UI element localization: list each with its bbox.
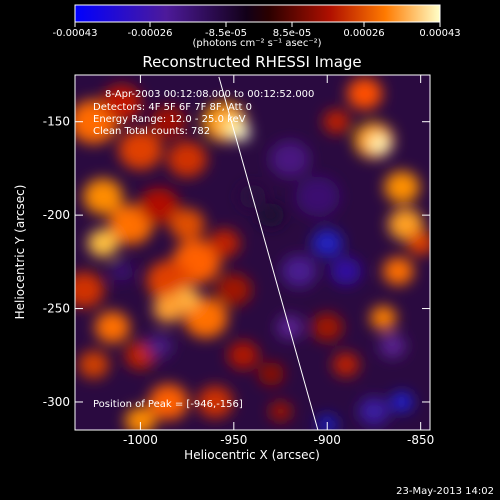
image-blob (75, 271, 105, 308)
colorbar-tick-label: -0.00043 (53, 28, 98, 39)
image-blob (370, 305, 397, 330)
image-blob (269, 401, 292, 422)
image-blob (323, 109, 350, 134)
x-axis-label: Heliocentric X (arcsec) (184, 448, 320, 462)
image-blob (145, 333, 173, 358)
colorbar-unit-label: (photons cm⁻² s⁻¹ asec⁻²) (192, 38, 321, 49)
image-blob (382, 257, 414, 286)
image-blob (101, 85, 142, 122)
x-tick-label: -1000 (123, 433, 158, 447)
colorbar-ticks: -0.00043 -0.00026 -8.5e-05 8.5e-05 0.00026 0.… (53, 22, 461, 39)
image-blob (390, 391, 413, 412)
image-blob (379, 333, 406, 358)
image-blob (124, 406, 156, 430)
chart-title: Reconstructed RHESSI Image (142, 53, 361, 71)
image-blob (311, 313, 343, 342)
image-blob (78, 350, 110, 379)
image-blob (148, 383, 189, 420)
colorbar-tick-label: 8.5e-05 (273, 28, 311, 39)
image-blob (150, 105, 187, 138)
image-blob (110, 261, 133, 282)
image-blob (311, 229, 343, 258)
image-blob (257, 361, 285, 386)
annotation-energy: Energy Range: 12.0 - 25.0 keV (93, 114, 246, 125)
image-blob (167, 141, 207, 178)
image-blob (276, 315, 304, 340)
image-blob (347, 77, 383, 110)
y-tick-label: -250 (43, 302, 70, 316)
x-tick-label: -900 (314, 433, 341, 447)
image-blob (197, 385, 233, 418)
image-blob (169, 208, 205, 241)
image-blob (139, 187, 179, 224)
image-blob (94, 311, 130, 344)
limb-line (218, 76, 319, 430)
colorbar-tick-label: 0.00043 (419, 28, 460, 39)
heatmap-image (75, 75, 430, 430)
colorbar (74, 4, 441, 23)
image-blob (153, 294, 184, 323)
annotation-time: 8-Apr-2003 00:12:08.000 to 00:12:52.000 (105, 89, 314, 100)
image-blob (407, 231, 430, 256)
colorbar-tick-label: -0.00026 (128, 28, 173, 39)
image-blob (330, 257, 362, 286)
image-blob (332, 352, 360, 377)
y-tick-label: -200 (43, 208, 70, 222)
y-tick-label: -150 (43, 115, 70, 129)
image-blob (270, 141, 310, 178)
colorbar-tick-label: -8.5e-05 (205, 28, 247, 39)
y-axis-label: Heliocentric Y (arcsec) (13, 185, 27, 320)
annotation-detectors: Detectors: 4F 5F 6F 7F 8F, Att 0 (93, 102, 252, 113)
colorbar-tick-label: 0.00026 (343, 28, 384, 39)
x-tick-label: -950 (220, 433, 247, 447)
axis-ticks: -1000 -950 -900 -850 -150 -200 -250 -300 (43, 75, 434, 447)
footer-timestamp: 23-May-2013 14:02 (396, 486, 494, 497)
image-blob (358, 397, 390, 426)
y-tick-label: -300 (43, 395, 70, 409)
annotation-peak: Position of Peak = [-946,-156] (93, 399, 243, 410)
image-blob (209, 229, 240, 258)
image-blob (87, 229, 119, 258)
annotation-clean: Clean Total counts: 782 (93, 126, 210, 137)
image-blob (384, 171, 420, 204)
image-blob (118, 129, 163, 170)
image-blob (257, 203, 285, 228)
image-blob (281, 255, 317, 288)
image-blob (368, 134, 391, 155)
plot-frame (74, 74, 431, 431)
x-tick-label: -850 (407, 433, 434, 447)
image-blob (295, 176, 340, 217)
image-blob (232, 124, 251, 141)
image-blob (83, 178, 123, 215)
image-blob (388, 208, 424, 241)
image-blob (216, 273, 252, 306)
image-blob (227, 341, 259, 370)
